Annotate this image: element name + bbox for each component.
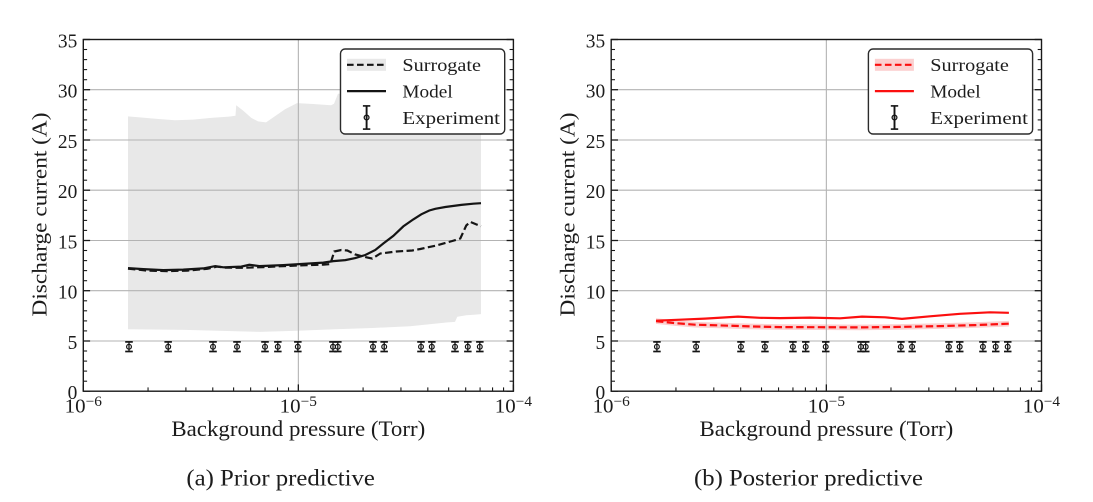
svg-text:0: 0 — [596, 382, 606, 404]
svg-text:20: 20 — [586, 181, 605, 203]
svg-text:15: 15 — [586, 231, 605, 253]
svg-text:Surrogate: Surrogate — [930, 55, 1009, 75]
svg-text:Surrogate: Surrogate — [402, 55, 481, 75]
svg-text:35: 35 — [586, 30, 605, 52]
svg-text:Model: Model — [402, 82, 452, 102]
svg-text:25: 25 — [58, 131, 77, 153]
svg-text:Experiment: Experiment — [402, 108, 500, 128]
svg-text:Background pressure (Torr): Background pressure (Torr) — [171, 416, 425, 441]
svg-text:(b) Posterior predictive: (b) Posterior predictive — [694, 466, 923, 492]
svg-text:30: 30 — [586, 81, 605, 103]
svg-text:20: 20 — [58, 181, 77, 203]
svg-text:35: 35 — [58, 30, 77, 52]
svg-text:0: 0 — [68, 382, 78, 404]
svg-text:30: 30 — [58, 81, 77, 103]
svg-text:Experiment: Experiment — [930, 108, 1028, 128]
svg-text:5: 5 — [68, 332, 78, 354]
svg-text:10: 10 — [586, 282, 605, 304]
svg-text:15: 15 — [58, 231, 77, 253]
svg-text:Discharge current (A): Discharge current (A) — [28, 113, 52, 317]
svg-text:Discharge current (A): Discharge current (A) — [555, 113, 579, 317]
svg-text:25: 25 — [586, 131, 605, 153]
svg-text:(a) Prior predictive: (a) Prior predictive — [186, 466, 375, 492]
svg-text:5: 5 — [596, 332, 606, 354]
svg-text:10: 10 — [58, 282, 77, 304]
svg-text:Background pressure (Torr): Background pressure (Torr) — [700, 416, 954, 441]
svg-text:Model: Model — [930, 82, 980, 102]
